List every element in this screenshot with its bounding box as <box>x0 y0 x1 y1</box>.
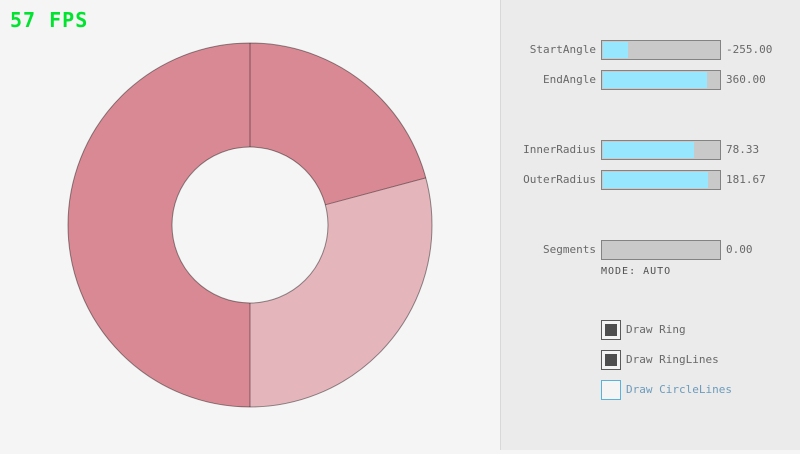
slider-fill <box>603 72 708 88</box>
ring-outer-outline <box>67 42 433 408</box>
slider-row-start-angle: StartAngle -255.00 <box>501 40 800 60</box>
segments-slider[interactable] <box>601 240 721 260</box>
segments-label: Segments <box>543 243 596 256</box>
inner-radius-value: 78.33 <box>726 143 760 156</box>
slider-row-outer-radius: OuterRadius 181.67 <box>501 170 800 190</box>
slider-fill <box>603 142 694 158</box>
checkbox-row-draw-ringlines: Draw RingLines <box>501 350 800 370</box>
draw-ringlines-label: Draw RingLines <box>626 353 719 366</box>
slider-row-segments: Segments 0.00 <box>501 240 800 260</box>
outer-radius-slider[interactable] <box>601 170 721 190</box>
controls-panel: StartAngle -255.00 EndAngle 360.00 Inner… <box>500 0 800 450</box>
outer-radius-value: 181.67 <box>726 173 766 186</box>
ring-sector-dark <box>68 43 426 408</box>
ring-inner-outline <box>171 146 329 304</box>
ring-sector-light <box>250 177 433 407</box>
end-angle-value: 360.00 <box>726 73 766 86</box>
segments-mode-text: MODE: AUTO <box>601 266 672 277</box>
ring-radial-line-upper-right <box>325 177 426 206</box>
draw-circlelines-checkbox[interactable] <box>601 380 621 400</box>
end-angle-slider[interactable] <box>601 70 721 90</box>
draw-ring-checkbox[interactable] <box>601 320 621 340</box>
end-angle-label: EndAngle <box>543 73 596 86</box>
outer-radius-label: OuterRadius <box>523 173 596 186</box>
slider-fill <box>603 172 709 188</box>
start-angle-slider[interactable] <box>601 40 721 60</box>
ring-demo-canvas: 57 FPS <box>10 8 433 408</box>
inner-radius-label: InnerRadius <box>523 143 596 156</box>
draw-ring-label: Draw Ring <box>626 323 686 336</box>
fps-counter: 57 FPS <box>10 8 89 32</box>
inner-radius-slider[interactable] <box>601 140 721 160</box>
slider-row-end-angle: EndAngle 360.00 <box>501 70 800 90</box>
ring-lines <box>67 42 433 408</box>
checkbox-row-draw-ring: Draw Ring <box>501 320 800 340</box>
draw-circlelines-label: Draw CircleLines <box>626 383 732 396</box>
start-angle-value: -255.00 <box>726 43 773 56</box>
start-angle-label: StartAngle <box>529 43 596 56</box>
ring-chart <box>67 42 433 408</box>
slider-fill <box>603 42 629 58</box>
segments-value: 0.00 <box>726 243 753 256</box>
slider-row-inner-radius: InnerRadius 78.33 <box>501 140 800 160</box>
draw-ringlines-checkbox[interactable] <box>601 350 621 370</box>
checkbox-row-draw-circlelines: Draw CircleLines <box>501 380 800 400</box>
